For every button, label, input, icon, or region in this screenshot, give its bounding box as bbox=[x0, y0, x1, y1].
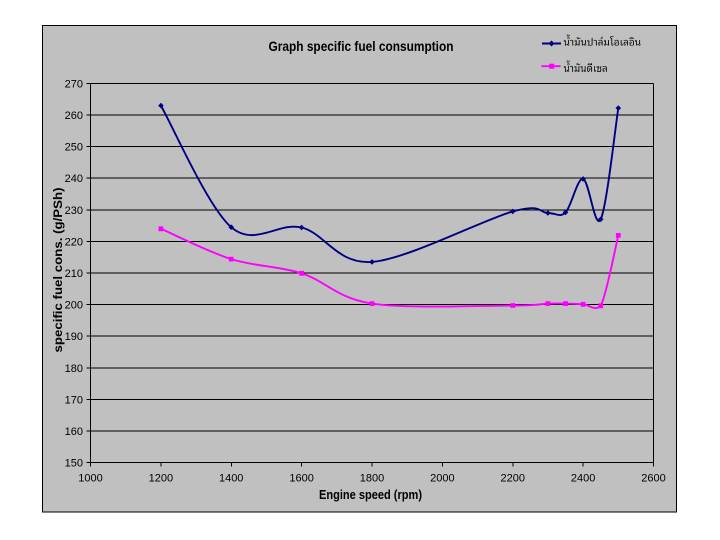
svg-text:2000: 2000 bbox=[430, 473, 454, 485]
svg-text:270: 270 bbox=[65, 79, 83, 91]
svg-text:1800: 1800 bbox=[360, 473, 384, 485]
svg-text:1400: 1400 bbox=[219, 473, 243, 485]
svg-text:2200: 2200 bbox=[501, 473, 525, 485]
svg-text:250: 250 bbox=[65, 142, 83, 154]
svg-text:1000: 1000 bbox=[78, 473, 102, 485]
svg-text:220: 220 bbox=[65, 236, 83, 248]
svg-text:2600: 2600 bbox=[641, 473, 665, 485]
svg-text:1600: 1600 bbox=[289, 473, 313, 485]
svg-text:2400: 2400 bbox=[571, 473, 595, 485]
svg-text:1200: 1200 bbox=[149, 473, 173, 485]
svg-text:260: 260 bbox=[65, 110, 83, 122]
svg-text:190: 190 bbox=[65, 331, 83, 343]
svg-text:230: 230 bbox=[65, 205, 83, 217]
svg-text:240: 240 bbox=[65, 173, 83, 185]
svg-text:210: 210 bbox=[65, 268, 83, 280]
svg-text:200: 200 bbox=[65, 300, 83, 312]
svg-text:180: 180 bbox=[65, 363, 83, 375]
svg-text:170: 170 bbox=[65, 394, 83, 406]
svg-text:Engine speed (rpm): Engine speed (rpm) bbox=[319, 488, 422, 502]
svg-text:specific fuel cons. (g/PSh): specific fuel cons. (g/PSh) bbox=[51, 188, 65, 353]
svg-text:150: 150 bbox=[65, 458, 83, 470]
svg-text:Graph specific fuel consumptio: Graph specific fuel consumption bbox=[269, 39, 454, 54]
svg-text:160: 160 bbox=[65, 426, 83, 438]
